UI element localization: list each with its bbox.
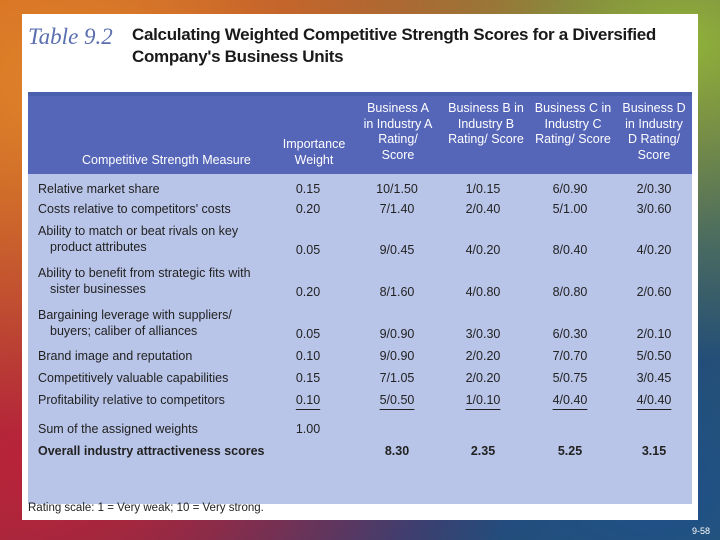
row-score-c: 8/0.80 xyxy=(552,285,588,299)
row-weight: 0.05 xyxy=(295,243,321,257)
total-score-d: 3.15 xyxy=(641,444,667,458)
total-label: Overall industry attractiveness scores xyxy=(38,444,265,458)
strength-table: Competitive Strength Measure Importance … xyxy=(28,92,692,504)
row-weight: 0.20 xyxy=(295,285,321,299)
row-score-b: 2/0.20 xyxy=(465,371,501,385)
row-score-d: 3/0.45 xyxy=(636,371,672,385)
row-measure: Profitability relative to competitors xyxy=(38,393,276,409)
row-score-a: 7/1.05 xyxy=(379,371,415,385)
row-measure-line: Relative market share xyxy=(38,182,160,196)
row-weight: 0.05 xyxy=(295,327,321,341)
row-score-c: 7/0.70 xyxy=(552,349,588,363)
row-measure-line: Brand image and reputation xyxy=(38,349,193,363)
total-score-a: 8.30 xyxy=(384,444,410,458)
row-score-b: 4/0.80 xyxy=(465,285,501,299)
row-score-d: 2/0.60 xyxy=(636,285,672,299)
total-score-c: 5.25 xyxy=(557,444,583,458)
row-measure-line: Competitively valuable capabilities xyxy=(38,371,229,385)
row-score-c: 5/1.00 xyxy=(552,202,588,216)
row-score-value: 5/0.50 xyxy=(379,393,415,407)
row-measure-line: sister businesses xyxy=(50,281,146,296)
header-business-d: Business D in Industry D Rating/ Score xyxy=(622,101,686,162)
header-business-a: Business A in Industry A Rating/ Score xyxy=(363,101,433,162)
row-score-value: 4/0.40 xyxy=(636,393,672,407)
row-score-a: 9/0.45 xyxy=(379,243,415,257)
row-weight: 0.10 xyxy=(283,393,333,409)
row-score-d: 4/0.40 xyxy=(616,393,692,409)
row-measure: Relative market share xyxy=(38,182,276,198)
row-score-b: 2/0.40 xyxy=(465,202,501,216)
row-score-a: 9/0.90 xyxy=(379,349,415,363)
row-measure: Competitively valuable capabilities xyxy=(38,371,276,387)
table-number: Table 9.2 xyxy=(28,24,113,49)
row-score-a: 8/1.60 xyxy=(379,285,415,299)
row-measure: Ability to benefit from strategic fits w… xyxy=(38,266,276,297)
row-score-d: 3/0.60 xyxy=(636,202,672,216)
row-measure-line: Ability to benefit from strategic fits w… xyxy=(38,266,251,280)
rating-scale-note: Rating scale: 1 = Very weak; 10 = Very s… xyxy=(28,502,264,514)
header-business-c: Business C in Industry C Rating/ Score xyxy=(534,101,612,146)
row-score-d: 5/0.50 xyxy=(636,349,672,363)
row-score-b: 4/0.20 xyxy=(465,243,501,257)
row-weight: 0.10 xyxy=(295,349,321,363)
row-measure-line: product attributes xyxy=(50,239,147,254)
row-measure-line: Profitability relative to competitors xyxy=(38,393,225,407)
row-weight: 0.15 xyxy=(295,371,321,385)
row-measure-line: Bargaining leverage with suppliers/ xyxy=(38,308,232,322)
header-business-b: Business B in Industry B Rating/ Score xyxy=(448,101,524,146)
header-weight: Importance Weight xyxy=(282,137,346,167)
slide-panel: Table 9.2 Calculating Weighted Competiti… xyxy=(22,14,698,520)
row-measure-line: Ability to match or beat rivals on key xyxy=(38,224,239,238)
row-score-c: 6/0.30 xyxy=(552,327,588,341)
total-score-b: 2.35 xyxy=(470,444,496,458)
row-measure: Bargaining leverage with suppliers/ buye… xyxy=(38,308,276,339)
sum-weight: 1.00 xyxy=(295,422,321,436)
row-measure: Brand image and reputation xyxy=(38,349,276,365)
row-score-d: 2/0.30 xyxy=(636,182,672,196)
row-score-c: 8/0.40 xyxy=(552,243,588,257)
row-measure-line: Costs relative to competitors' costs xyxy=(38,202,231,216)
row-score-value: 4/0.40 xyxy=(552,393,588,407)
table-header: Competitive Strength Measure Importance … xyxy=(28,96,692,174)
row-score-value: 1/0.10 xyxy=(465,393,501,407)
row-score-c: 4/0.40 xyxy=(531,393,609,409)
row-measure: Costs relative to competitors' costs xyxy=(38,202,276,218)
page-number: 9-58 xyxy=(691,526,710,536)
row-score-a: 9/0.90 xyxy=(379,327,415,341)
row-score-b: 3/0.30 xyxy=(465,327,501,341)
row-score-c: 5/0.75 xyxy=(552,371,588,385)
row-score-b: 2/0.20 xyxy=(465,349,501,363)
row-score-d: 2/0.10 xyxy=(636,327,672,341)
row-score-d: 4/0.20 xyxy=(636,243,672,257)
row-score-b: 1/0.10 xyxy=(444,393,522,409)
row-measure: Ability to match or beat rivals on key p… xyxy=(38,224,276,255)
row-measure-line: buyers; caliber of alliances xyxy=(50,323,198,338)
header-measure: Competitive Strength Measure xyxy=(82,153,251,167)
row-score-a: 7/1.40 xyxy=(379,202,415,216)
row-score-c: 6/0.90 xyxy=(552,182,588,196)
title-row: Table 9.2 Calculating Weighted Competiti… xyxy=(28,24,672,68)
row-score-b: 1/0.15 xyxy=(465,182,501,196)
row-weight-value: 0.10 xyxy=(295,393,321,407)
table-title: Calculating Weighted Competitive Strengt… xyxy=(132,25,656,66)
row-score-a: 5/0.50 xyxy=(358,393,436,409)
row-weight: 0.20 xyxy=(295,202,321,216)
row-weight: 0.15 xyxy=(295,182,321,196)
row-score-a: 10/1.50 xyxy=(376,182,418,196)
sum-label: Sum of the assigned weights xyxy=(38,422,198,436)
